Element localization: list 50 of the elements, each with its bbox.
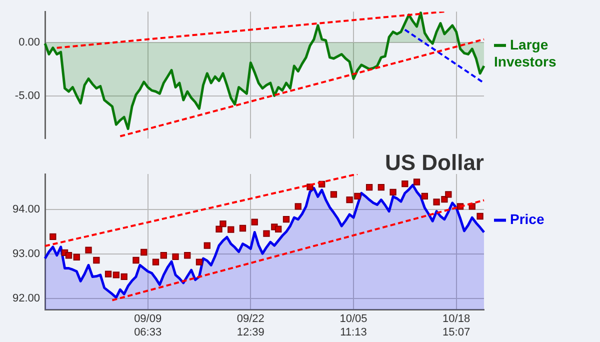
- point: [441, 196, 448, 203]
- point: [73, 254, 80, 260]
- point: [239, 224, 246, 232]
- point: [445, 191, 452, 198]
- y-tick-label: 92.00: [12, 292, 40, 305]
- point: [228, 226, 234, 233]
- point: [160, 252, 167, 259]
- point: [85, 246, 92, 254]
- y-tick-label: -5.00: [14, 90, 40, 102]
- point: [112, 272, 120, 278]
- point: [346, 196, 353, 204]
- point: [275, 226, 282, 232]
- point: [421, 192, 428, 200]
- point: [413, 178, 420, 186]
- point: [330, 191, 338, 198]
- point: [282, 216, 290, 223]
- y-tick-label: 94.00: [12, 204, 40, 216]
- point: [378, 184, 384, 191]
- point: [132, 256, 140, 264]
- point: [220, 220, 226, 228]
- point: [184, 252, 191, 259]
- point: [251, 218, 258, 226]
- point: [433, 198, 440, 206]
- point: [104, 270, 112, 278]
- point: [50, 233, 56, 240]
- point: [402, 180, 408, 188]
- point: [476, 212, 484, 220]
- point: [65, 252, 72, 259]
- point: [294, 203, 302, 210]
- x-tick-label: 09/09 06:33: [134, 313, 162, 338]
- y-tick-label: 0.00: [18, 36, 40, 49]
- point: [172, 253, 179, 260]
- legend-label: Large Investors: [494, 36, 556, 70]
- point: [354, 192, 361, 200]
- x-tick-label: 09/22 12:39: [236, 313, 264, 338]
- point: [390, 188, 396, 196]
- point: [140, 248, 148, 256]
- chart-title: US Dollar: [384, 150, 484, 175]
- point: [152, 258, 160, 266]
- point: [196, 258, 203, 266]
- point: [120, 273, 128, 280]
- point: [204, 242, 210, 249]
- point: [366, 184, 373, 191]
- y-tick-label: 93.00: [12, 248, 40, 260]
- point: [263, 230, 270, 237]
- point: [93, 256, 100, 264]
- x-tick-label: 10/05 11:13: [340, 313, 368, 338]
- x-tick-label: 10/18 15:07: [442, 313, 470, 338]
- point: [216, 226, 222, 232]
- legend-label: Price: [510, 211, 544, 228]
